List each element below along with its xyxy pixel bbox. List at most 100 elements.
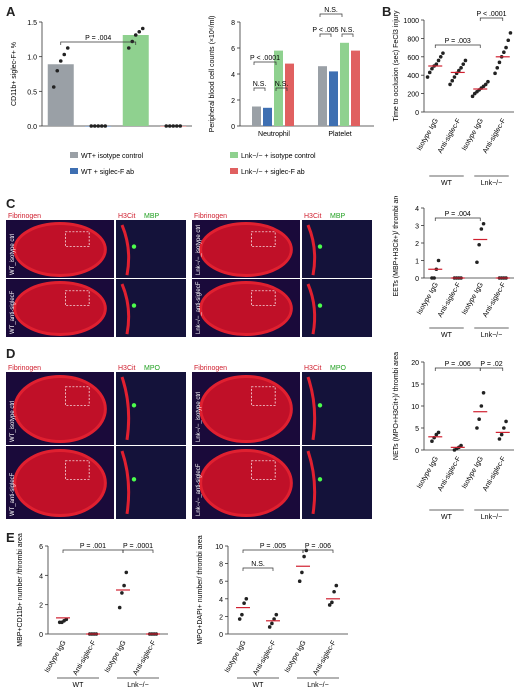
- chart-e2-xtick-label: Anti-siglec-F: [252, 640, 278, 677]
- stain-label-1: Fibrinogen: [194, 213, 227, 220]
- thrombus-section: [199, 281, 293, 336]
- chart-a2-xtick-label: Neutrophil: [258, 131, 290, 138]
- micrograph-row-label: Lnk−/−_anti-siglecF: [196, 281, 202, 334]
- inset-vessel-wall: [120, 450, 131, 515]
- chart-b-group-wt: WT: [441, 180, 453, 187]
- chart-a1-point: [51, 85, 56, 89]
- stain-label-1: Fibrinogen: [8, 365, 41, 372]
- chart-e1-annotation: P = .001: [80, 543, 106, 550]
- chart-d-xtick-label: Isotype IgG: [416, 456, 440, 491]
- chart-a1-ytick-label: 0.0: [27, 124, 37, 131]
- legend-label: WT + siglec-F ab: [81, 169, 134, 176]
- chart-a1-point: [130, 39, 135, 44]
- chart-e2-annotation: P = .006: [305, 543, 331, 550]
- chart-e2-group-wt: WT: [253, 682, 265, 689]
- chart-d-point: [430, 439, 434, 443]
- chart-e1-point: [120, 591, 124, 595]
- chart-e1-point: [117, 605, 122, 610]
- stain-label-1: Fibrinogen: [194, 365, 227, 372]
- chart-a1-point: [126, 46, 131, 50]
- chart-a1-point: [137, 29, 142, 34]
- inset-signal: [317, 477, 323, 482]
- chart-a1-point: [55, 68, 60, 73]
- chart-e2-point: [237, 617, 242, 621]
- micrograph-c-lnk: Lnk−/−_isotype ctrl Lnk−/−_anti-siglecF Fi…: [192, 210, 372, 338]
- chart-b-xtick-label: Anti-siglec-F: [437, 118, 463, 155]
- chart-a1-ytick-label: 1.5: [27, 20, 37, 27]
- chart-d-point: [481, 391, 486, 395]
- chart-d-point: [499, 432, 504, 437]
- inset-signal: [317, 244, 323, 249]
- inset-vessel-wall: [120, 376, 131, 441]
- inset-vessel-wall: [306, 283, 317, 335]
- chart-e1-xtick-label: Isotype IgG: [44, 640, 68, 675]
- chart-e2-point: [267, 625, 272, 629]
- chart-a1-point: [65, 46, 70, 50]
- chart-c-group-wt: WT: [441, 332, 453, 339]
- legend-label: Lnk−/− + isotype control: [241, 153, 316, 160]
- inset-vessel-wall: [306, 450, 317, 515]
- chart-e2-ytick-label: 10: [215, 544, 223, 551]
- chart-e1-group-wt: WT: [73, 682, 85, 689]
- zoom-box: [65, 460, 90, 480]
- chart-e2-annotation: N.S.: [251, 561, 265, 568]
- chart-a1-bar: [122, 35, 149, 126]
- chart-a1-point: [133, 33, 138, 37]
- stain-label-3: MBP: [144, 213, 160, 220]
- chart-a2-ylabel: Peripheral blood cell counts (×10⁶/ml): [209, 16, 216, 133]
- chart-e2-point: [334, 583, 339, 588]
- chart-b-ytick-label: 800: [407, 36, 419, 43]
- chart-e2-point: [270, 621, 274, 626]
- thrombus-section: [199, 448, 293, 518]
- chart-d-point: [434, 432, 439, 437]
- chart-b-annotation: P < .0001: [476, 11, 506, 18]
- chart-e1-ylabel: MBP+CD11b+ number /thrombi area: [17, 533, 24, 647]
- legend-swatch: [230, 152, 238, 158]
- chart-c-point: [481, 221, 486, 226]
- chart-a2-annotation: N.S.: [253, 81, 267, 88]
- chart-a2-bracket: [319, 13, 343, 17]
- chart-c-ytick-label: 2: [415, 241, 419, 248]
- chart-c-ytick-label: 1: [415, 259, 419, 266]
- chart-e1-point: [124, 570, 129, 575]
- chart-a2-bar: [285, 63, 294, 126]
- chart-d-xtick-label: Isotype IgG: [461, 456, 485, 491]
- chart-a2-annotation: N.S.: [275, 81, 289, 88]
- stain-label-3: MPO: [330, 365, 347, 372]
- chart-c-group-lnk: Lnk−/−: [481, 332, 502, 339]
- panel-letter-d: D: [6, 346, 16, 361]
- chart-e1-ytick-label: 0: [39, 632, 43, 639]
- chart-b-point: [493, 71, 497, 76]
- chart-b-point: [434, 62, 439, 66]
- zoom-box: [65, 231, 90, 247]
- chart-e2-xtick-label: Isotype IgG: [224, 640, 248, 675]
- chart-e2-point: [274, 612, 279, 617]
- chart-a2-ytick-label: 6: [231, 46, 235, 53]
- chart-e2-point: [300, 570, 304, 575]
- chart-b-point: [448, 82, 452, 87]
- chart-e2-point: [240, 612, 244, 617]
- chart-c-point: [475, 260, 479, 265]
- chart-b-point: [495, 66, 500, 70]
- chart-e2-bracket: [242, 567, 274, 571]
- chart-e2-point: [304, 548, 309, 553]
- chart-a2-bar: [252, 106, 261, 126]
- thrombus-section: [13, 374, 107, 444]
- chart-a1-point: [99, 124, 104, 128]
- micrograph-c-wt: WT_isotype ctrl WT_anti-siglecF Fibrinogen…: [6, 210, 186, 338]
- thrombus-section: [199, 222, 293, 277]
- chart-c-ylabel: EETs (MBP+H3Cit+)/ thrombi area: [393, 196, 400, 296]
- chart-e-mpo-dapi: 0 2 4 6 8 10 MPO+DAPI+ number/ thrombi area N.S…: [197, 535, 348, 689]
- chart-d-xtick-label: Anti-siglec-F: [482, 456, 508, 493]
- micrograph-row-label: Lnk−/−_isotype ctrl: [196, 392, 202, 442]
- chart-e2-point: [272, 617, 276, 621]
- chart-b-xtick-label: Anti-siglec-F: [482, 118, 508, 155]
- chart-b-point: [506, 38, 511, 43]
- stain-label-1: Fibrinogen: [8, 213, 41, 220]
- chart-b-point: [425, 75, 430, 79]
- chart-a1-annotation: P = .004: [85, 35, 111, 42]
- chart-e2-point: [330, 600, 334, 605]
- chart-d-annotation: P = .02: [480, 361, 502, 368]
- chart-d-point: [475, 426, 479, 430]
- chart-b-point: [436, 58, 441, 63]
